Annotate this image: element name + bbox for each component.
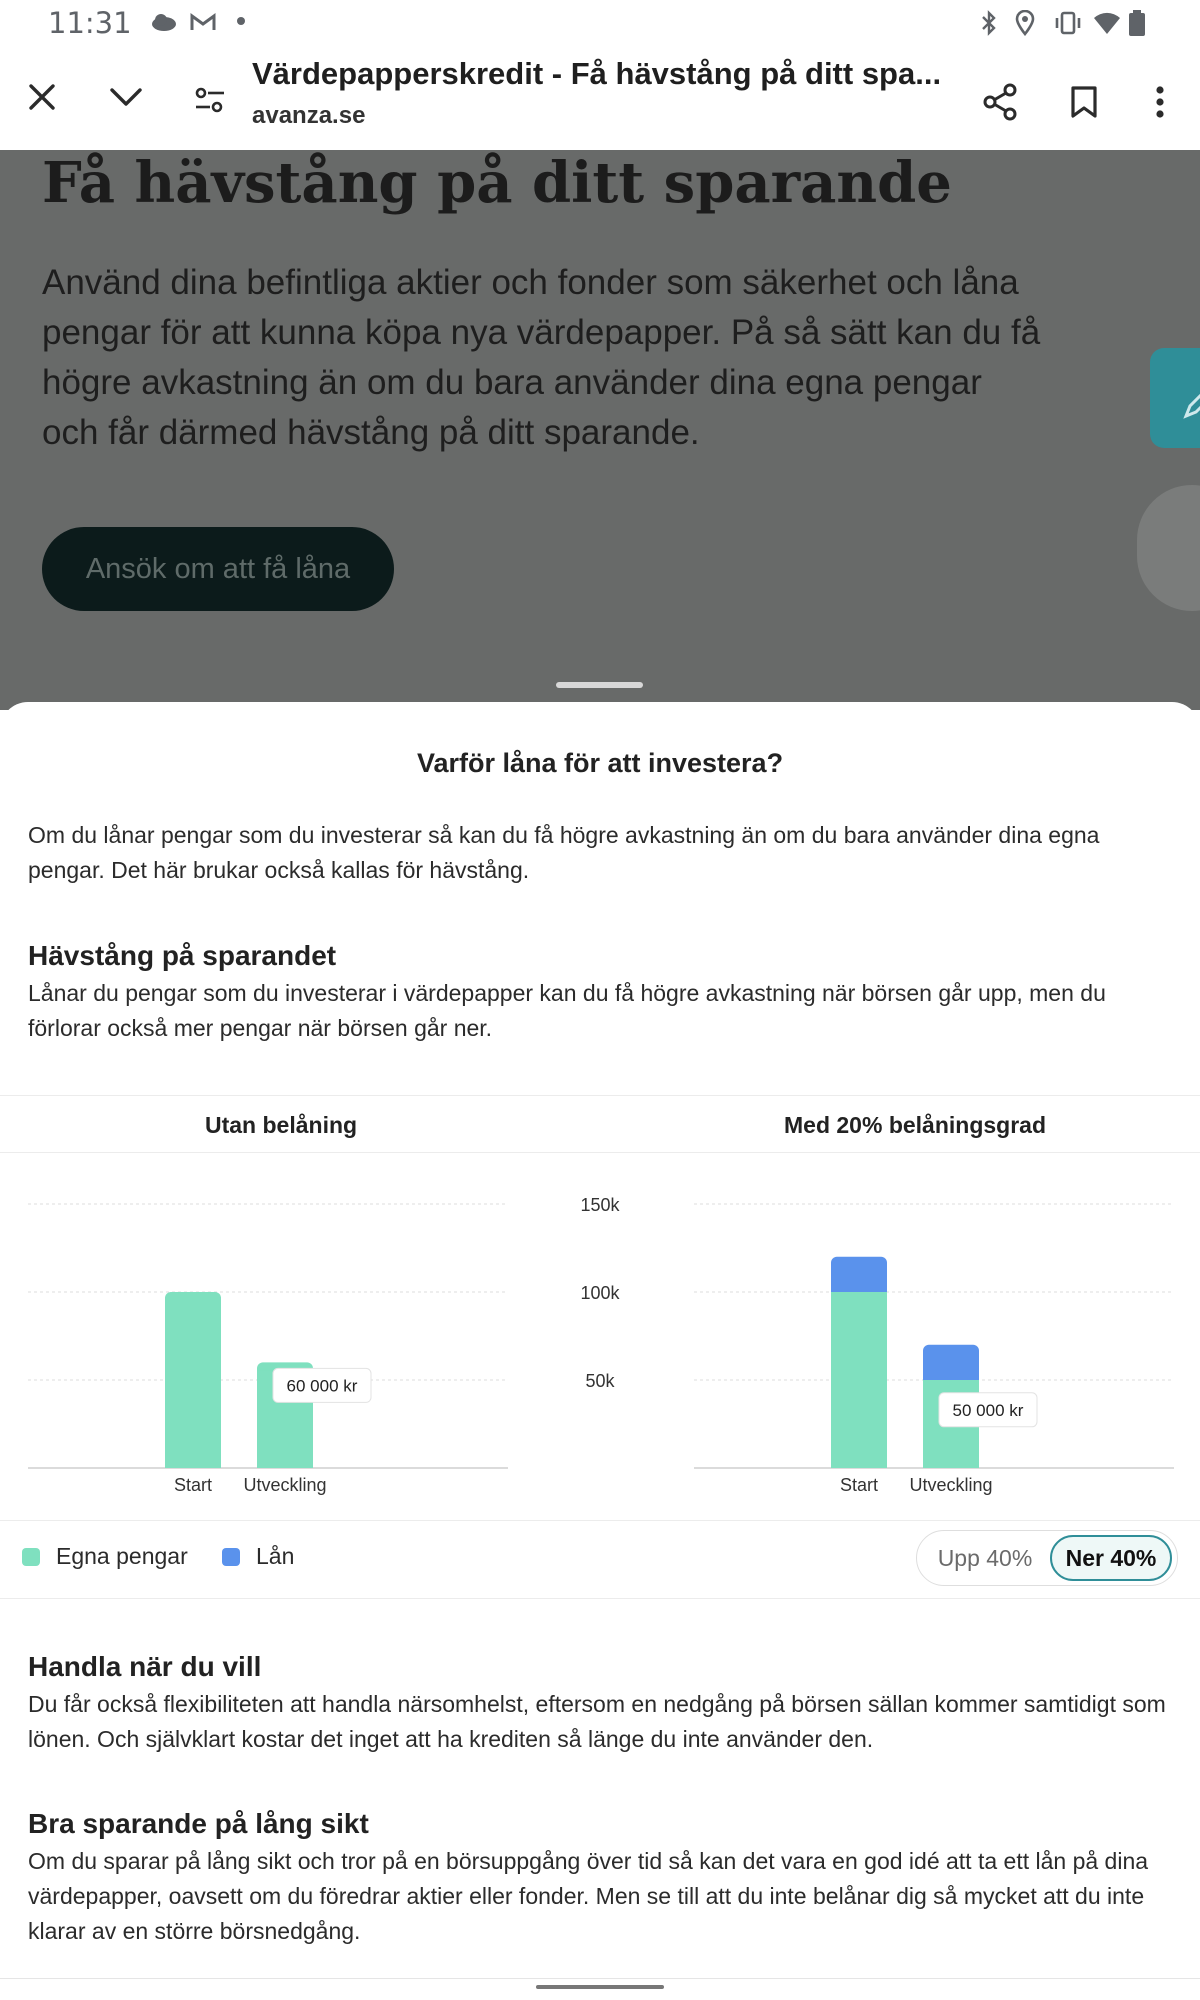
bluetooth-icon: [982, 10, 996, 36]
section-trade-text: Du får också flexibiliteten att handla n…: [28, 1691, 1166, 1752]
cloud-icon: [152, 14, 176, 31]
legend-loan-label: Lån: [256, 1543, 295, 1569]
market-scenario-toggle: Upp 40% Ner 40%: [916, 1530, 1178, 1586]
hero-title: Få hävstång på ditt sparande: [42, 150, 952, 216]
section-trade-title: Handla när du vill: [28, 1651, 262, 1682]
value-tooltip: [272, 1367, 372, 1403]
status-bar: 11:31: [0, 0, 1200, 44]
value-tooltip-label: 50 000 kr: [953, 1401, 1024, 1420]
hero-text: Använd dina befintliga aktier och fonder…: [42, 263, 1041, 452]
share-button[interactable]: [972, 74, 1028, 130]
bookmark-button[interactable]: [1056, 74, 1112, 130]
legend-own-money: Egna pengar: [22, 1543, 188, 1570]
apply-loan-button[interactable]: Ansök om att få låna: [42, 527, 394, 611]
page-background: Få hävstång på ditt sparande Använd dina…: [0, 150, 1200, 710]
dot-icon: [237, 17, 245, 25]
section-leverage-text: Lånar du pengar som du investerar i värd…: [28, 980, 1106, 1041]
chart-top-divider: [0, 1095, 1200, 1096]
legend-loan-swatch: [222, 1547, 240, 1566]
location-icon: [1015, 10, 1035, 36]
close-button[interactable]: [14, 69, 70, 125]
sheet-title: Varför låna för att investera?: [416, 748, 784, 778]
x-tick-label: Utveckling: [243, 1475, 326, 1495]
close-icon: [29, 84, 55, 110]
value-tooltip-label: 60 000 kr: [287, 1376, 358, 1395]
floating-button-ring: [1137, 485, 1200, 611]
x-tick-label: Start: [840, 1475, 878, 1495]
browser-toolbar: Värdepapperskredit - Få hävstång på ditt…: [0, 44, 1200, 150]
chart-title-without-leverage: Utan belåning: [205, 1112, 358, 1138]
bar-loan-start: [831, 1256, 887, 1298]
status-time: 11:31: [48, 6, 132, 40]
gesture-nav-bar[interactable]: [536, 1985, 664, 1989]
battery-icon: [1129, 10, 1145, 36]
tune-icon: [195, 87, 224, 113]
share-icon: [983, 83, 1017, 121]
section-leverage-title: Hävstång på sparandet: [28, 940, 337, 971]
wifi-icon: [1094, 12, 1120, 34]
y-tick-label: 50k: [585, 1371, 615, 1391]
more-options-button[interactable]: [1132, 74, 1188, 130]
legend-top-divider: [0, 1520, 1200, 1521]
vibrate-icon: [1055, 11, 1081, 35]
x-tick-label: Start: [174, 1475, 212, 1495]
legend-own-label: Egna pengar: [56, 1543, 188, 1569]
intro-text: Om du lånar pengar som du investerar så …: [28, 822, 1100, 883]
page-title: Värdepapperskredit - Få hävstång på ditt…: [252, 56, 942, 91]
section-longterm-title: Bra sparande på lång sikt: [28, 1808, 369, 1839]
page-url: avanza.se: [252, 102, 366, 129]
edit-icon: [1183, 393, 1200, 419]
section-longterm-text: Om du sparar på lång sikt och tror på en…: [28, 1848, 1149, 1944]
toggle-up-40[interactable]: Upp 40%: [937, 1544, 1033, 1571]
page-settings-button[interactable]: [182, 72, 238, 128]
chart-header-divider: [0, 1152, 1200, 1153]
bar-loan-utveckling: [923, 1344, 979, 1386]
bottom-divider: [0, 1978, 1200, 1979]
floating-edit-button[interactable]: [1150, 348, 1200, 448]
legend-loan: Lån: [222, 1543, 294, 1570]
bar-own-start: [831, 1292, 887, 1468]
legend-bottom-divider: [0, 1598, 1200, 1599]
legend-own-swatch: [22, 1547, 40, 1566]
minimize-button[interactable]: [98, 69, 154, 125]
chart-title-with-leverage: Med 20% belåningsgrad: [784, 1112, 1047, 1138]
chevron-down-icon: [110, 88, 142, 106]
value-tooltip: [938, 1392, 1038, 1428]
bookmark-icon: [1071, 86, 1097, 118]
toggle-down-40[interactable]: Ner 40%: [1050, 1535, 1172, 1581]
bar-own-body-start: [165, 1300, 221, 1468]
y-tick-label: 150k: [580, 1195, 620, 1215]
more-vert-icon: [1156, 86, 1164, 118]
gmail-icon: [190, 13, 216, 30]
sheet-drag-handle[interactable]: [556, 682, 643, 688]
x-tick-label: Utveckling: [909, 1475, 992, 1495]
y-tick-label: 100k: [580, 1283, 620, 1303]
leverage-charts: 150k 100k 50k Start Utveckling 60 000 kr Start…: [28, 1195, 1174, 1495]
